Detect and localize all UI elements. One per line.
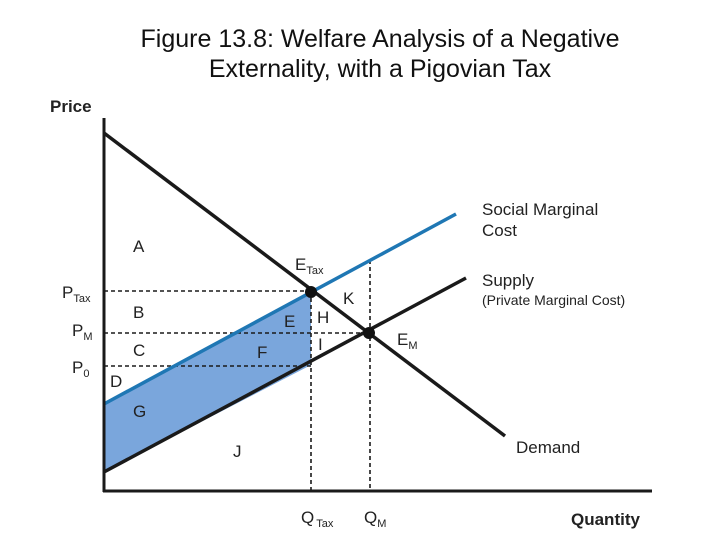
- smc-label-line-2: Cost: [482, 221, 517, 240]
- p-tax-main: P: [62, 283, 73, 302]
- q-m-sub: M: [377, 518, 386, 530]
- supply-label-line-2: (Private Marginal Cost): [482, 292, 625, 308]
- p-0-main: P: [72, 358, 83, 377]
- x-axis-label: Quantity: [571, 510, 640, 529]
- demand-curve: [102, 131, 507, 438]
- region-g-label: G: [133, 402, 146, 421]
- p-0-sub: 0: [83, 368, 89, 380]
- region-f-label: F: [257, 343, 267, 362]
- region-e-label: E: [284, 312, 295, 331]
- region-b-label: B: [133, 303, 144, 322]
- q-tax-sub: Tax: [316, 518, 334, 530]
- demand-label: Demand: [516, 438, 580, 457]
- y-axis-label: Price: [50, 97, 92, 116]
- supply-curve: [103, 276, 467, 474]
- region-h-label: H: [317, 308, 329, 327]
- p-m-main: P: [72, 321, 83, 340]
- p-m-label: PM: [72, 321, 93, 343]
- q-m-label: QM: [364, 508, 386, 530]
- e-tax-label: ETax: [295, 255, 324, 277]
- e-m-point: [363, 327, 375, 339]
- title-line-2: Externality, with a Pigovian Tax: [208, 55, 552, 83]
- q-m-main: Q: [364, 508, 377, 527]
- smc-label-line-1: Social Marginal: [482, 200, 598, 219]
- figure-title: Figure 13.8: Welfare Analysis of a Negat…: [0, 24, 720, 84]
- shaded-region-efg: [104, 291, 311, 472]
- title-line-1: Figure 13.8: Welfare Analysis of a Negat…: [140, 25, 620, 53]
- e-m-label: EM: [397, 330, 418, 352]
- region-a-label: A: [133, 237, 145, 256]
- e-tax-sub: Tax: [306, 265, 324, 277]
- p-tax-sub: Tax: [73, 293, 91, 305]
- p-m-sub: M: [83, 331, 92, 343]
- p-0-label: P0: [72, 358, 89, 380]
- region-k-label: K: [343, 289, 355, 308]
- q-tax-main: Q: [301, 508, 314, 527]
- p-tax-label: PTax: [62, 283, 91, 305]
- region-i-label: I: [318, 335, 323, 354]
- e-tax-main: E: [295, 255, 306, 274]
- e-tax-point: [305, 286, 317, 298]
- e-m-sub: M: [408, 340, 417, 352]
- e-m-main: E: [397, 330, 408, 349]
- region-d-label: D: [110, 372, 122, 391]
- region-j-label: J: [233, 442, 242, 461]
- supply-label-line-1: Supply: [482, 271, 534, 290]
- region-c-label: C: [133, 341, 145, 360]
- social-marginal-cost-curve: [103, 212, 457, 406]
- q-tax-label: Q Tax: [301, 508, 334, 530]
